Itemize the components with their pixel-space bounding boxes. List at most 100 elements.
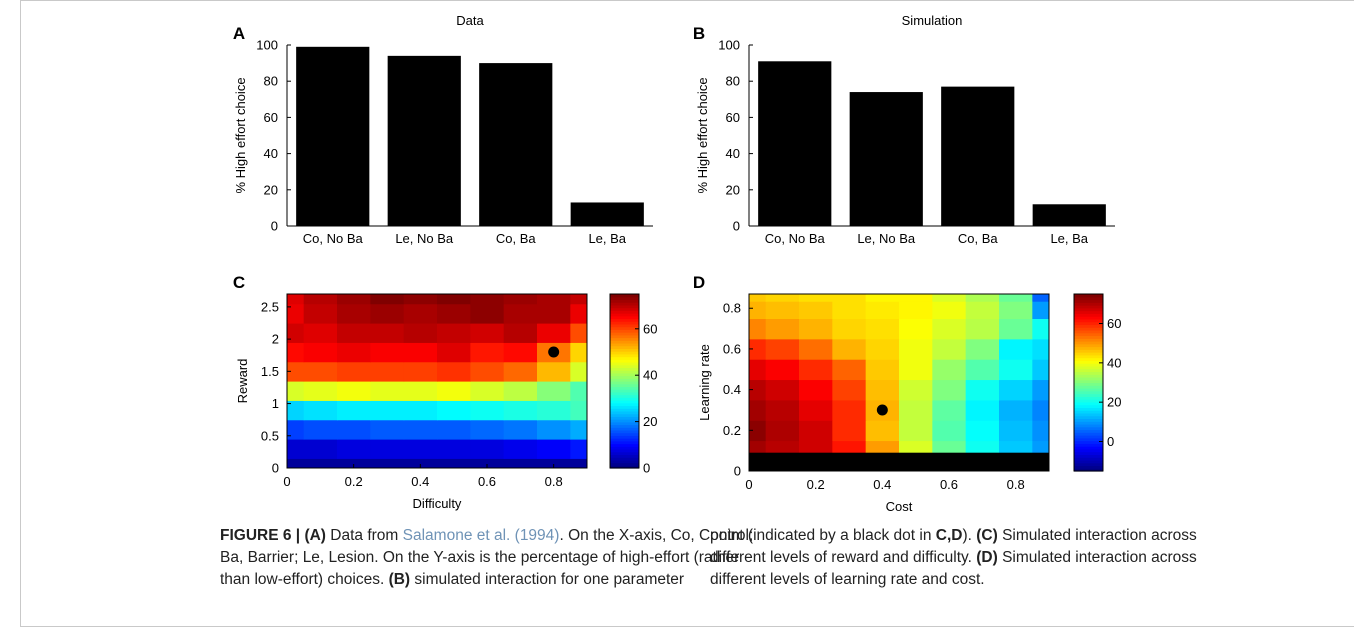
heatmap-cell xyxy=(537,381,571,401)
colorbar-frame xyxy=(1073,293,1104,472)
heatmap-cell xyxy=(470,323,505,343)
y-axis-label: Reward xyxy=(235,359,250,404)
colorbar-swatch xyxy=(610,321,639,325)
colorbar-swatch xyxy=(1074,354,1103,359)
colorbar-swatch xyxy=(610,391,639,396)
caption-panel-d-ref: (D) xyxy=(976,549,998,566)
colorbar-tick-label: 40 xyxy=(1107,355,1121,370)
heatmap-cell xyxy=(503,342,538,363)
heatmap-cell xyxy=(570,439,587,459)
colorbar-swatch xyxy=(1074,321,1103,326)
colorbar-swatch xyxy=(1074,426,1103,431)
x-axis-label: Difficulty xyxy=(413,496,462,511)
heatmap-cell xyxy=(337,439,371,459)
bar-chart-b: 0 20 40 60 80 100 Co, No Ba Le, No Ba Co, Ba Le, … xyxy=(693,13,1115,246)
heatmap-cell xyxy=(403,439,438,459)
heatmap-cell xyxy=(503,458,538,468)
y-tick-label: 20 xyxy=(726,182,740,197)
heatmap-cell xyxy=(303,419,338,440)
caption-text: point (indicated by a black dot in xyxy=(710,527,936,544)
heatmap-cell xyxy=(303,400,338,421)
heatmap-cell xyxy=(370,419,405,440)
y-tick-label: 40 xyxy=(264,146,278,161)
colorbar-swatch xyxy=(610,340,639,344)
heatmap-cell xyxy=(403,294,438,305)
y-tick-label: 80 xyxy=(726,74,740,89)
heatmap-cell xyxy=(865,379,900,401)
heatmap-cell xyxy=(799,294,833,302)
colorbar-swatch xyxy=(610,345,639,349)
x-tick-label: Le, Ba xyxy=(588,231,626,246)
y-tick-label: 40 xyxy=(726,146,740,161)
heatmap-cell xyxy=(999,294,1033,302)
heatmap-cell xyxy=(570,458,587,468)
x-tick-label: 0 xyxy=(745,477,752,492)
heatmap-cell xyxy=(932,294,967,302)
heatmap-cell xyxy=(437,458,471,468)
colorbar-swatch xyxy=(1074,448,1103,453)
colorbar-swatch xyxy=(1074,432,1103,436)
colorbar-swatch xyxy=(1074,404,1103,408)
colorbar-swatch xyxy=(610,435,639,439)
caption-panels-cd-ref: C,D xyxy=(935,527,963,544)
heatmap-cell xyxy=(832,379,867,401)
colorbar-swatch xyxy=(610,446,639,450)
heatmap-cell xyxy=(899,440,933,454)
chart-title: Simulation xyxy=(902,13,963,28)
citation-link[interactable]: Salamone et al. (1994) xyxy=(402,527,560,544)
colorbar-swatch xyxy=(610,294,639,298)
colorbar-swatch xyxy=(610,416,639,420)
parameter-point-marker xyxy=(876,404,888,416)
heatmap-cell xyxy=(570,342,587,363)
heatmap-cell xyxy=(337,361,371,382)
chart-title: Data xyxy=(456,13,484,28)
y-axis-label: % High effort choice xyxy=(695,77,710,193)
colorbar-swatch xyxy=(1074,363,1103,367)
colorbar-swatch xyxy=(610,326,639,330)
heatmap-cell xyxy=(403,323,438,343)
figure-caption-right: point (indicated by a black dot in C,D).… xyxy=(710,525,1255,591)
heatmap-cell xyxy=(503,323,538,343)
heatmap-cell xyxy=(537,419,571,440)
heatmap-cell xyxy=(570,294,587,305)
colorbar-swatch xyxy=(1074,382,1103,386)
x-tick-label: 0.4 xyxy=(873,477,891,492)
x-tick-label: Le, No Ba xyxy=(395,231,454,246)
heatmap-cell xyxy=(570,381,587,401)
heatmap-cell xyxy=(503,419,538,440)
heatmap-cell xyxy=(932,379,967,401)
heatmap-cell xyxy=(832,420,867,442)
heatmap-cell xyxy=(799,379,833,401)
y-tick-label: 0 xyxy=(733,219,740,234)
caption-panel-b-ref: (B) xyxy=(388,571,411,588)
heatmap-cell xyxy=(470,419,505,440)
colorbar-swatch xyxy=(1074,349,1103,353)
parameter-point-marker xyxy=(548,346,560,358)
colorbar-swatch xyxy=(1074,316,1103,320)
heatmap-cell xyxy=(303,323,338,343)
colorbar-swatch xyxy=(1074,374,1103,378)
bar-chart-a: 0 20 40 60 80 100 Co, No Ba Le, No Ba Co, Ba Le, … xyxy=(233,13,653,246)
colorbar-swatch xyxy=(1074,294,1103,298)
colorbar-swatch xyxy=(1074,396,1103,400)
heatmap-cell xyxy=(749,399,767,421)
colorbar-swatch xyxy=(1074,329,1103,334)
colorbar-swatch xyxy=(610,337,639,341)
plot-frame xyxy=(286,293,588,469)
colorbar-swatch xyxy=(610,419,639,423)
heatmap-cell xyxy=(437,439,471,459)
heatmap-cell xyxy=(1032,440,1049,454)
x-tick-label: Co, Ba xyxy=(496,231,537,246)
heatmap-cell xyxy=(570,361,587,382)
heatmap-cell xyxy=(765,294,800,302)
heatmap-cell xyxy=(437,323,471,343)
colorbar-swatch xyxy=(1074,393,1103,397)
colorbar-swatch xyxy=(610,304,639,309)
heatmap-cell xyxy=(932,420,967,442)
heatmap-cell xyxy=(865,338,900,360)
heatmap-cell xyxy=(832,399,867,421)
heatmap-cell xyxy=(865,294,900,302)
heatmap-cell xyxy=(570,419,587,440)
heatmap-cell xyxy=(470,361,505,382)
x-tick-label: Co, No Ba xyxy=(765,231,826,246)
